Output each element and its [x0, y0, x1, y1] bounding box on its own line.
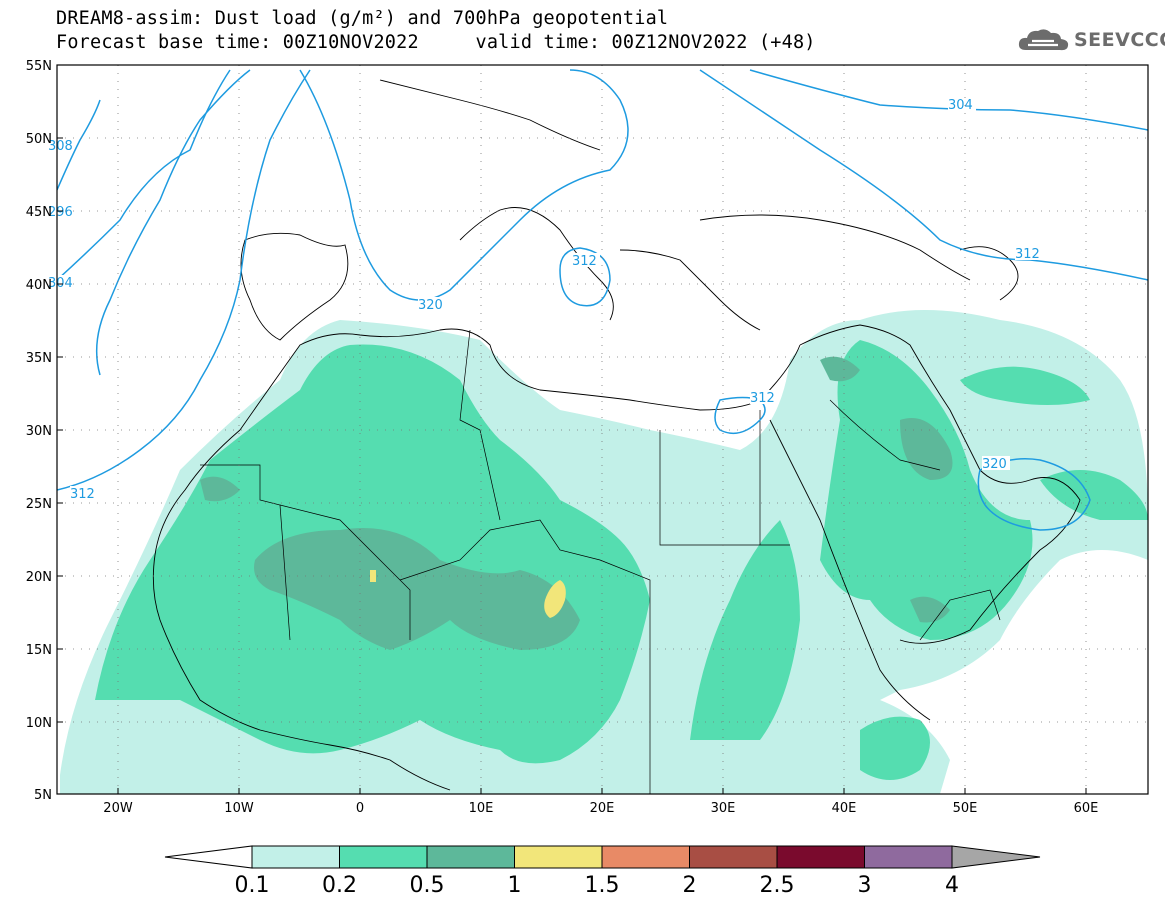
lat-label: 25N	[26, 497, 52, 512]
lon-label: 50E	[953, 801, 978, 816]
lat-label: 5N	[34, 788, 52, 803]
map-title: DREAM8-assim: Dust load (g/m²) and 700hP…	[56, 8, 669, 29]
colorbar-swatch	[776, 845, 865, 869]
dust-band-1	[370, 570, 566, 618]
lat-label: 45N	[26, 205, 52, 220]
colorbar-low-arrow	[164, 845, 253, 869]
colorbar-swatch	[339, 845, 428, 869]
contour-label: 312	[70, 487, 95, 502]
colorbar-label: 1	[508, 873, 522, 898]
colorbar-swatches	[251, 845, 953, 869]
lat-label: 20N	[26, 570, 52, 585]
colorbar-label: 3	[858, 873, 872, 898]
colorbar-label: 4	[945, 873, 959, 898]
seevccc-logo: SEEVCCC	[1018, 26, 1165, 54]
colorbar-swatch	[514, 845, 603, 869]
colorbar-labels: 0.1 0.2 0.5 1 1.5 2 2.5 3 4	[235, 873, 960, 898]
colorbar-label: 2.5	[760, 873, 795, 898]
contour-label: 312	[1015, 247, 1040, 262]
colorbar-label: 0.1	[235, 873, 270, 898]
contour-label: 312	[572, 254, 597, 269]
lon-label: 10W	[224, 801, 254, 816]
lon-label: 20W	[103, 801, 133, 816]
colorbar-swatch	[864, 845, 953, 869]
contour-label: 308	[48, 139, 73, 154]
geopotential-contours	[57, 69, 1148, 531]
lat-label: 15N	[26, 643, 52, 658]
contour-labels: 308 296 304 312 320 312 312 304 312 320	[48, 97, 1043, 502]
lat-label: 35N	[26, 351, 52, 366]
lon-label: 30E	[711, 801, 736, 816]
forecast-time-info: Forecast base time: 00Z10NOV2022 valid t…	[56, 32, 816, 53]
dust-band-0.5	[200, 356, 953, 650]
colorbar-swatch	[689, 845, 778, 869]
colorbar-label: 0.2	[322, 873, 357, 898]
contour-label: 296	[48, 205, 73, 220]
lat-label: 30N	[26, 424, 52, 439]
logo-text: SEEVCCC	[1074, 29, 1165, 51]
lon-label: 20E	[590, 801, 615, 816]
lon-label: 0	[356, 801, 364, 816]
colorbar-label: 1.5	[585, 873, 620, 898]
colorbar: 0.1 0.2 0.5 1 1.5 2 2.5 3 4	[164, 845, 1041, 898]
coastlines	[152, 79, 1081, 791]
colorbar-swatch	[426, 845, 515, 869]
dust-field	[60, 310, 1148, 794]
colorbar-swatch	[601, 845, 690, 869]
lon-label: 40E	[832, 801, 857, 816]
lat-label: 40N	[26, 278, 52, 293]
colorbar-label: 2	[683, 873, 697, 898]
country-borders	[200, 329, 1001, 794]
colorbar-high-arrow	[951, 845, 1041, 869]
colorbar-swatch	[251, 845, 340, 869]
longitude-labels: 20W 10W 0 10E 20E 30E 40E 50E 60E	[103, 801, 1098, 816]
lon-label: 60E	[1074, 801, 1099, 816]
latitude-labels: 55N 50N 45N 40N 35N 30N 25N 20N 15N 10N …	[26, 59, 52, 803]
colorbar-label: 0.5	[410, 873, 445, 898]
lat-label: 50N	[26, 132, 52, 147]
lat-label: 55N	[26, 59, 52, 74]
contour-label: 320	[418, 298, 443, 313]
lat-label: 10N	[26, 716, 52, 731]
contour-label: 304	[948, 98, 973, 113]
lon-label: 10E	[469, 801, 494, 816]
contour-label: 312	[750, 391, 775, 406]
contour-label: 320	[982, 457, 1007, 472]
tick-marks	[57, 64, 1087, 795]
cloud-icon	[1018, 29, 1069, 51]
